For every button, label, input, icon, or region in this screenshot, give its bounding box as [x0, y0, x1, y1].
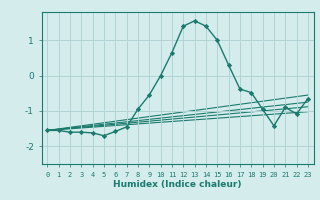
X-axis label: Humidex (Indice chaleur): Humidex (Indice chaleur) [113, 180, 242, 189]
